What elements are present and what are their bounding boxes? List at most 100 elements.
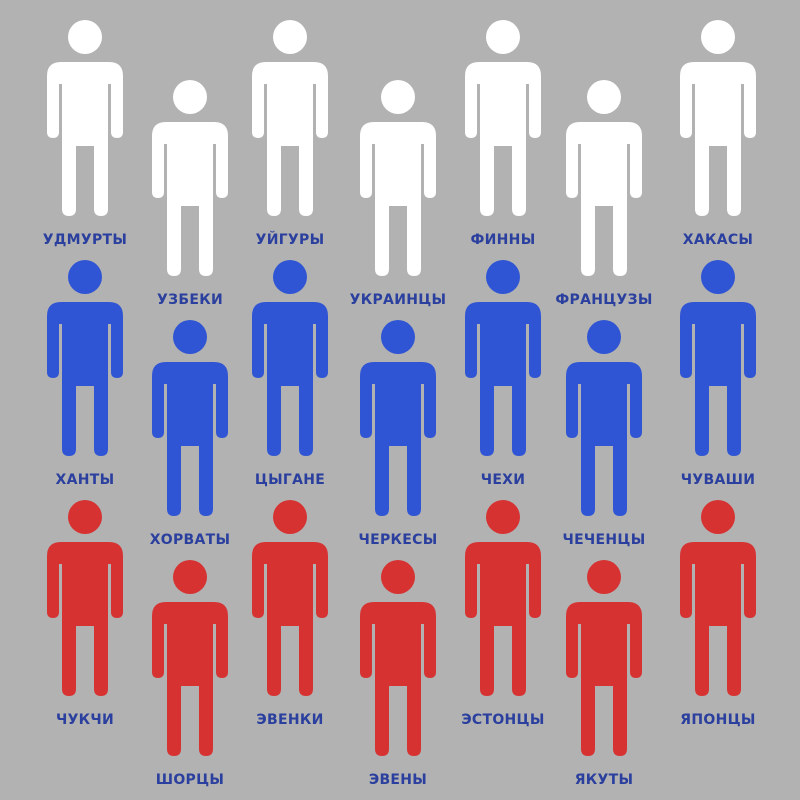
person-icon [47,500,123,696]
person-body [152,122,228,276]
person-label: УКРАИНЦЫ [349,292,447,308]
person-head [273,20,307,54]
person-label: ФРАНЦУЗЫ [555,292,653,308]
person-head [587,80,621,114]
person-figure [152,320,228,516]
person-figure [465,260,541,456]
person-body [465,542,541,696]
person-label: ЧЕРКЕСЫ [358,532,438,548]
person-icon [252,500,328,696]
person-figure [360,80,436,276]
person-icon [252,260,328,456]
person-label: ЭВЕНКИ [256,712,324,728]
person-head [273,500,307,534]
person-body [252,542,328,696]
person-label: УЙГУРЫ [255,232,325,248]
person-label: ЭВЕНЫ [368,772,428,788]
person-head [381,560,415,594]
person-body [566,362,642,516]
person-body [360,122,436,276]
person-head [173,320,207,354]
person-icon [680,500,756,696]
person-figure [680,500,756,696]
person-body [47,542,123,696]
person-figure [252,260,328,456]
person-head [68,20,102,54]
person-label: ЧЕЧЕНЦЫ [562,532,646,548]
person-label: ЧЕХИ [480,472,526,488]
person-label: ХАНТЫ [55,472,115,488]
person-figure [465,500,541,696]
person-head [68,500,102,534]
person-figure [47,260,123,456]
person-body [252,62,328,216]
person-label: ЧУКЧИ [55,712,115,728]
person-body [680,542,756,696]
person-body [465,302,541,456]
person-icon [680,20,756,216]
person-icon [152,320,228,516]
person-body [152,602,228,756]
person-icon [465,260,541,456]
person-label: ЯКУТЫ [574,772,634,788]
person-label: ЯПОНЦЫ [680,712,756,728]
person-icon [360,80,436,276]
person-head [701,260,735,294]
person-head [701,20,735,54]
person-head [486,500,520,534]
person-figure [47,500,123,696]
person-label: УДМУРТЫ [42,232,128,248]
person-figure [152,80,228,276]
person-figure [360,320,436,516]
person-icon [47,20,123,216]
person-figure [680,260,756,456]
person-body [360,602,436,756]
person-figure [680,20,756,216]
person-label: ЭСТОНЦЫ [461,712,545,728]
person-body [465,62,541,216]
person-head [486,20,520,54]
person-label: ШОРЦЫ [155,772,225,788]
person-body [252,302,328,456]
person-icon [465,500,541,696]
person-head [68,260,102,294]
person-head [273,260,307,294]
person-icon [465,20,541,216]
person-body [360,362,436,516]
person-head [587,560,621,594]
person-icon [360,560,436,756]
person-head [486,260,520,294]
person-figure [360,560,436,756]
person-label: УЗБЕКИ [157,292,223,308]
person-body [152,362,228,516]
person-head [173,80,207,114]
person-icon [566,80,642,276]
person-label: ЦЫГАНЕ [254,472,326,488]
person-body [680,302,756,456]
person-head [381,80,415,114]
person-label: ХАКАСЫ [682,232,754,248]
person-icon [47,260,123,456]
person-label: ХОРВАТЫ [149,532,231,548]
person-icon [680,260,756,456]
person-icon [566,560,642,756]
person-icon [360,320,436,516]
person-body [680,62,756,216]
person-figure [252,20,328,216]
person-figure [566,560,642,756]
person-body [566,602,642,756]
person-body [47,62,123,216]
person-body [566,122,642,276]
person-head [587,320,621,354]
person-figure [152,560,228,756]
person-label: ФИННЫ [470,232,536,248]
person-head [173,560,207,594]
person-label: ЧУВАШИ [680,472,756,488]
person-figure [566,80,642,276]
person-body [47,302,123,456]
person-head [381,320,415,354]
person-figure [47,20,123,216]
person-icon [566,320,642,516]
person-figure [252,500,328,696]
